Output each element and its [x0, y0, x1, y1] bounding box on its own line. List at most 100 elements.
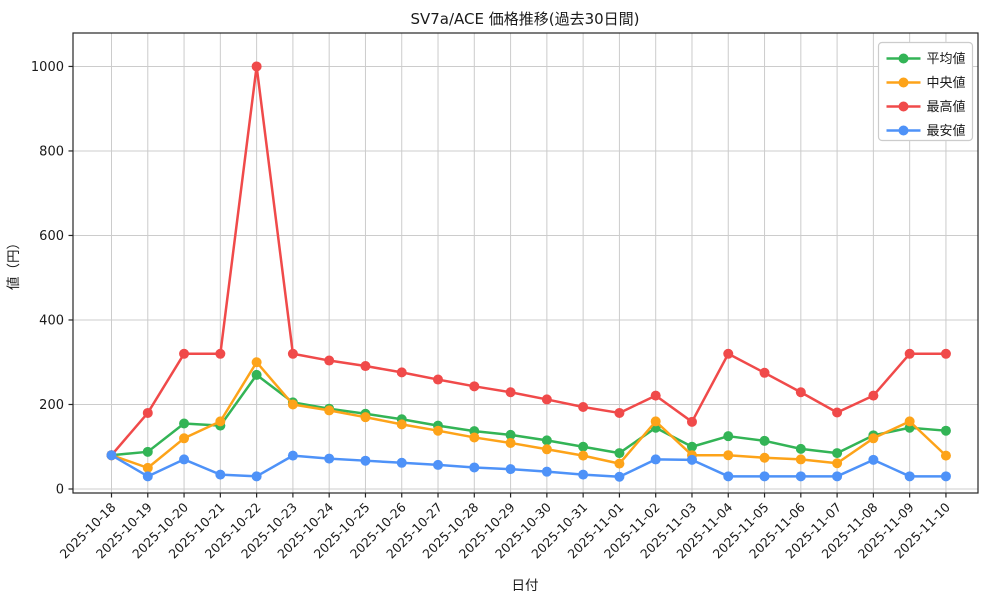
data-point	[940, 471, 951, 482]
data-point	[940, 348, 951, 359]
data-point	[251, 369, 262, 380]
legend-marker	[898, 53, 909, 64]
data-point	[795, 443, 806, 454]
data-point	[686, 416, 697, 427]
data-point	[360, 361, 371, 372]
series-中央値	[106, 357, 951, 473]
legend-item-中央値: 中央値	[886, 75, 966, 91]
axis-ticks	[68, 65, 947, 498]
series-line	[110, 65, 948, 457]
data-point	[832, 407, 843, 418]
data-point	[505, 437, 516, 448]
y-axis-label: 値（円）	[6, 236, 22, 290]
data-point	[832, 458, 843, 469]
data-point	[251, 357, 262, 368]
data-point	[179, 454, 190, 465]
legend-item-最安値: 最安値	[886, 123, 966, 139]
data-point	[142, 446, 153, 457]
data-point	[868, 390, 879, 401]
data-point	[940, 425, 951, 436]
data-point	[469, 462, 480, 473]
series-line	[110, 360, 948, 470]
legend-box	[877, 41, 974, 142]
data-point	[287, 450, 298, 461]
series-最安値	[106, 450, 951, 482]
data-point	[396, 367, 407, 378]
data-point	[433, 459, 444, 470]
data-point	[360, 455, 371, 466]
legend-item-平均値: 平均値	[886, 51, 966, 67]
data-point	[469, 381, 480, 392]
data-point	[904, 416, 915, 427]
data-point	[142, 462, 153, 473]
data-point	[433, 374, 444, 385]
plot-border	[72, 32, 979, 494]
data-point	[142, 471, 153, 482]
data-point	[396, 457, 407, 468]
data-point	[541, 444, 552, 455]
data-point	[324, 355, 335, 366]
data-point	[287, 399, 298, 410]
legend-label: 最安値	[927, 123, 966, 139]
data-point	[686, 454, 697, 465]
y-tick-label: 1000	[31, 60, 64, 75]
data-point	[578, 441, 589, 452]
data-point	[578, 469, 589, 480]
data-point	[759, 435, 770, 446]
chart-title: SV7a/ACE 価格推移(過去30日間)	[410, 10, 639, 28]
data-point	[723, 431, 734, 442]
data-point	[251, 61, 262, 72]
y-tick-label: 400	[39, 313, 64, 328]
legend-label: 平均値	[927, 51, 966, 67]
data-point	[614, 458, 625, 469]
data-point	[650, 416, 661, 427]
data-point	[759, 367, 770, 378]
data-point	[215, 416, 226, 427]
y-tick-label: 800	[39, 144, 64, 159]
y-tick-label: 0	[56, 483, 64, 498]
series-平均値	[106, 369, 951, 461]
legend-marker	[898, 77, 909, 88]
series-layer	[106, 61, 951, 482]
data-point	[614, 407, 625, 418]
legend-label: 中央値	[927, 75, 966, 91]
data-point	[614, 471, 625, 482]
data-point	[795, 387, 806, 398]
legend-label: 最高値	[927, 99, 966, 115]
data-point	[723, 450, 734, 461]
data-point	[868, 433, 879, 444]
data-point	[795, 454, 806, 465]
data-point	[505, 464, 516, 475]
data-point	[832, 471, 843, 482]
data-point	[832, 448, 843, 459]
data-point	[904, 471, 915, 482]
data-point	[142, 407, 153, 418]
series-line	[110, 373, 948, 457]
data-point	[215, 348, 226, 359]
data-point	[179, 433, 190, 444]
data-point	[686, 441, 697, 452]
series-最高値	[106, 61, 951, 461]
data-point	[215, 469, 226, 480]
legend-item-最高値: 最高値	[886, 99, 966, 115]
data-point	[614, 448, 625, 459]
data-point	[868, 454, 879, 465]
data-point	[578, 402, 589, 413]
data-point	[650, 454, 661, 465]
data-point	[179, 418, 190, 429]
data-point	[541, 466, 552, 477]
data-point	[396, 419, 407, 430]
data-point	[324, 405, 335, 416]
data-point	[360, 412, 371, 423]
data-point	[759, 471, 770, 482]
data-point	[650, 390, 661, 401]
data-point	[904, 348, 915, 359]
data-point	[179, 348, 190, 359]
data-point	[505, 387, 516, 398]
data-point	[723, 348, 734, 359]
x-axis-label: 日付	[512, 578, 539, 594]
data-point	[541, 394, 552, 405]
data-point	[433, 425, 444, 436]
